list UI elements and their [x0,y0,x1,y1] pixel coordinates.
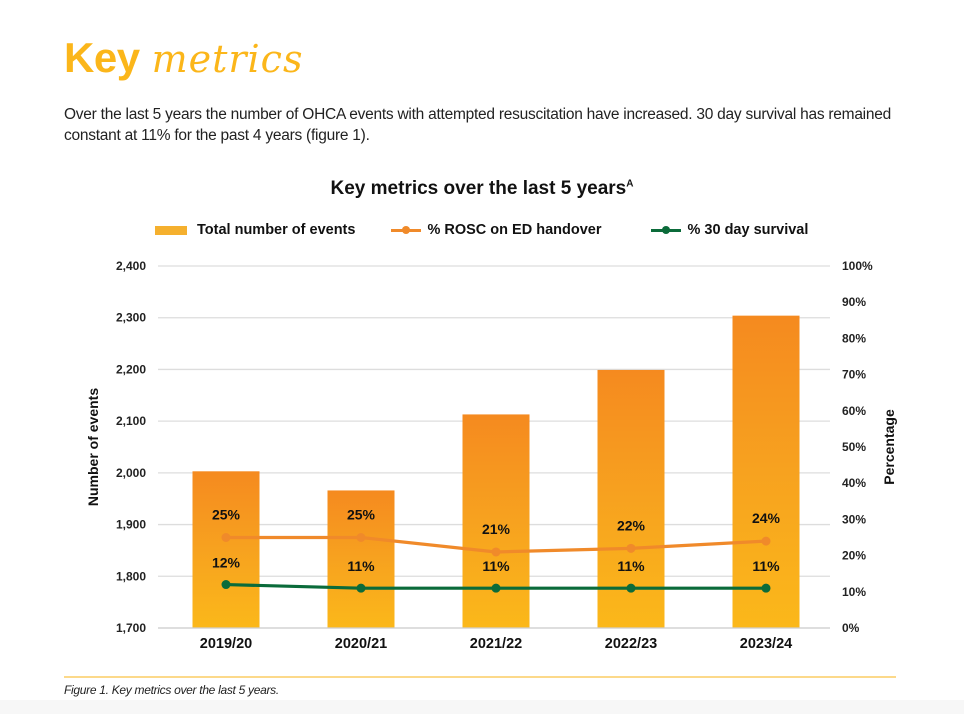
page-title: Key metrics [64,34,303,84]
caption-divider [64,676,896,678]
data-label-rosc: 24% [752,510,781,526]
point-rosc [356,533,366,542]
legend-survival-line-swatch [651,225,682,234]
data-label-rosc: 25% [212,507,241,523]
axis-layer: 1,700 1,800 1,900 2,000 2,100 2,200 2,300 2,400… [85,259,897,652]
y-left-tick-label: 2,200 [116,362,146,376]
y-left-tick-label: 1,800 [116,569,146,583]
data-label-survival: 11% [617,558,645,574]
data-label-survival: 11% [752,558,780,574]
y-left-tick-label: 2,100 [116,414,146,428]
legend-label-rosc: % ROSC on ED handover [427,222,602,238]
label-layer: 25% 25% 21% 22% 24% 12% 11% 11% 11% 11% [212,507,781,575]
y-right-axis-title: Percentage [881,409,897,485]
point-survival [491,583,501,593]
legend-bar-swatch [155,225,187,235]
data-label-rosc: 22% [617,517,646,533]
y-right-tick-label: 100% [842,259,873,273]
point-rosc [221,533,231,542]
y-left-tick-label: 2,300 [116,311,146,325]
y-right-tick-label: 60% [842,404,866,418]
x-tick-label: 2020/21 [335,636,387,652]
legend-item-rosc: % ROSC on ED handover [391,222,601,238]
y-right-tick-label: 80% [842,331,866,345]
chart-title-text: Key metrics over the last 5 years [330,178,627,199]
y-left-axis-title: Number of events [85,388,101,506]
point-survival [221,580,231,590]
y-left-tick-label: 1,900 [116,518,146,532]
y-right-tick-label: 30% [842,512,866,526]
x-tick-label: 2021/22 [470,636,522,652]
x-tick-label: 2019/20 [200,636,252,652]
legend-label-events: Total number of events [197,222,356,238]
intro-paragraph: Over the last 5 years the number of OHCA… [64,106,891,144]
y-right-tick-label: 10% [842,585,866,599]
page-title-script: metrics [151,37,304,81]
legend-item-events: Total number of events [155,222,355,238]
chart-title: Key metrics over the last 5 yearsA [0,178,964,200]
data-label-survival: 11% [347,558,375,574]
page-bottom-edge [0,700,964,714]
point-rosc [761,536,771,546]
page-title-bold: Key [64,34,140,81]
legend-rosc-line-swatch [391,225,422,234]
point-survival [761,583,771,593]
data-label-survival: 11% [482,558,510,574]
y-left-tick-label: 2,400 [116,259,146,273]
legend-label-survival: % 30 day survival [687,222,809,238]
bar-total-events [327,490,395,628]
y-left-tick-label: 1,700 [116,621,146,635]
data-label-survival: 12% [212,555,241,571]
point-survival [356,583,366,593]
bar-layer [192,315,800,628]
y-right-tick-label: 40% [842,476,866,490]
y-right-tick-label: 70% [842,368,866,382]
point-survival [626,583,636,593]
chart-legend: Total number of events % ROSC on ED hand… [155,222,830,238]
y-right-tick-label: 90% [842,295,866,309]
line-layer [221,533,771,593]
point-rosc [626,543,636,553]
data-label-rosc: 21% [482,521,511,537]
x-tick-label: 2023/24 [740,636,792,652]
chart-title-superscript: A [626,178,634,190]
figure-caption: Figure 1. Key metrics over the last 5 ye… [64,683,279,697]
y-right-tick-label: 50% [842,440,866,454]
y-right-tick-label: 20% [842,549,866,563]
x-tick-label: 2022/23 [605,636,657,652]
bar-total-events [192,471,260,628]
point-rosc [491,547,501,557]
bar-total-events [732,315,800,628]
legend-item-survival: % 30 day survival [651,222,808,238]
data-label-rosc: 25% [347,507,376,523]
y-left-tick-label: 2,000 [116,466,146,480]
y-right-tick-label: 0% [842,621,860,635]
